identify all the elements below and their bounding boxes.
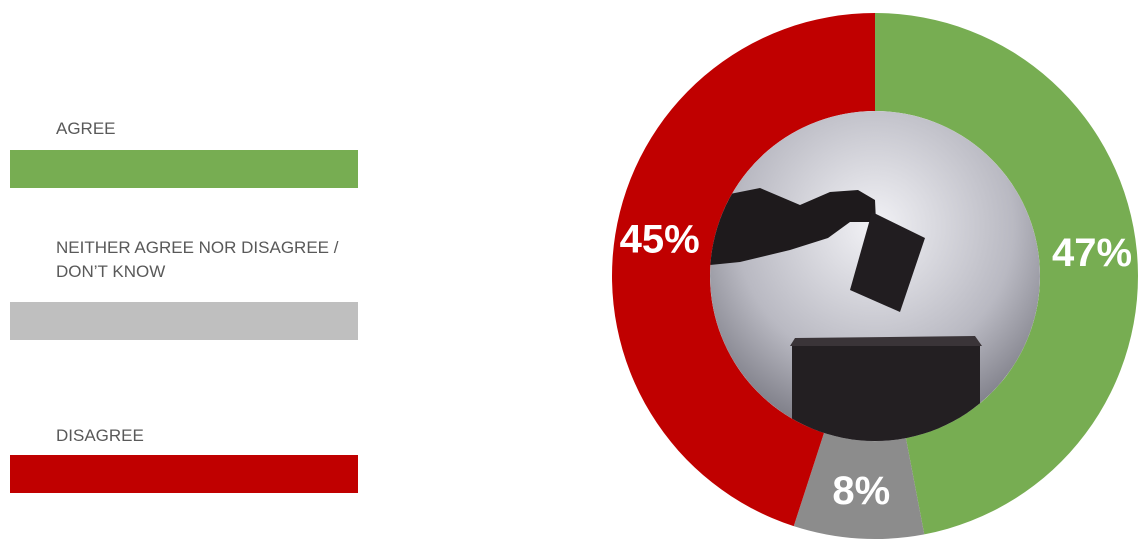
legend: AGREE NEITHER AGREE NOR DISAGREE / DON’T … (0, 0, 380, 551)
legend-label: NEITHER AGREE NOR DISAGREE / DON’T KNOW (56, 238, 339, 281)
legend-swatch (10, 150, 358, 188)
donut-slice (875, 13, 1138, 535)
legend-label: DISAGREE (56, 426, 144, 445)
value-labels: 47% 8% 45% (620, 217, 1132, 513)
ballot-silhouette (850, 212, 925, 312)
slice-label: 8% (832, 469, 890, 513)
legend-label: AGREE (56, 119, 116, 138)
legend-swatch (10, 455, 358, 493)
donut-slice (612, 13, 875, 527)
hand-silhouette (710, 188, 876, 266)
box-lid (790, 336, 982, 346)
donut (612, 13, 1138, 539)
slice-label: 45% (620, 217, 700, 261)
legend-swatch (10, 302, 358, 340)
donut-slice (793, 432, 925, 539)
slice-label: 47% (1052, 231, 1132, 275)
